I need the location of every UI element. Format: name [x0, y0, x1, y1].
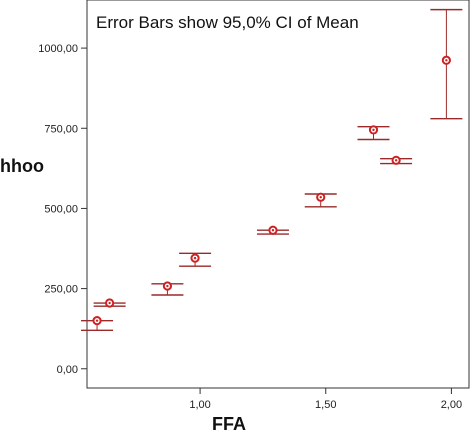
plot-frame	[86, 0, 470, 389]
y-tick-label: 1000,00	[38, 43, 78, 55]
x-tick-label: 2,00	[441, 399, 462, 411]
data-point-center	[166, 284, 169, 288]
y-axis-title: hhoo	[0, 156, 44, 176]
data-point-center	[108, 301, 111, 305]
data-points-layer	[92, 55, 451, 326]
y-tick-label: 0,00	[57, 364, 78, 376]
y-tick-label: 750,00	[44, 123, 78, 135]
y-tick-label: 500,00	[44, 203, 78, 215]
data-point-center	[445, 59, 448, 62]
y-tick-label: 250,00	[44, 284, 78, 296]
data-point-center	[193, 256, 197, 260]
data-point-center	[394, 159, 398, 162]
data-point-center	[372, 128, 375, 132]
x-tick-label: 1,00	[189, 399, 210, 411]
plot-frame-layer	[86, 0, 470, 389]
x-tick-label: 1,50	[315, 399, 336, 411]
error-bars-layer	[81, 8, 463, 331]
error-bar-annotation: Error Bars show 95,0% CI of Mean	[96, 13, 359, 32]
data-point-center	[95, 319, 99, 322]
axis-ticks-layer: 0,00 250,00 500,00 750,00 1000,00 1,00 1,50 2,0…	[38, 43, 462, 411]
data-point-center	[319, 196, 322, 199]
x-axis-title: FFA	[212, 414, 246, 434]
data-point-center	[271, 229, 275, 232]
